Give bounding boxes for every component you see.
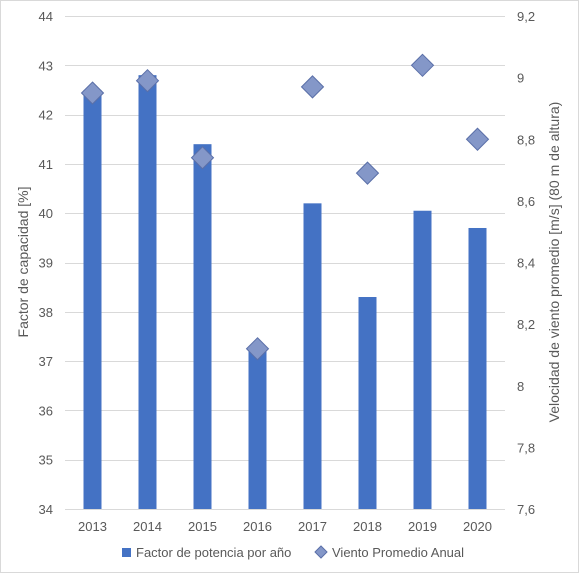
bar	[83, 89, 102, 509]
x-tick-label: 2017	[298, 519, 327, 534]
left-axis-label: Factor de capacidad [%]	[15, 187, 31, 338]
legend-swatch-markers	[314, 545, 328, 559]
wind-marker	[190, 146, 215, 170]
left-tick-label: 41	[39, 157, 53, 172]
wind-marker	[80, 81, 105, 105]
left-tick-label: 44	[39, 9, 53, 24]
left-tick-label: 36	[39, 403, 53, 418]
right-tick-label: 8,4	[517, 256, 535, 271]
x-tick-label: 2019	[408, 519, 437, 534]
bar-series	[83, 75, 487, 510]
wind-marker	[135, 68, 160, 93]
legend: Factor de potencia por año Viento Promedi…	[122, 545, 464, 560]
left-tick-label: 37	[39, 354, 53, 369]
wind-marker	[465, 127, 490, 151]
left-axis-ticks: 34 35 36 37 38 39 40 41 42 43 44	[39, 9, 53, 517]
x-tick-label: 2020	[463, 519, 492, 534]
bar	[193, 144, 212, 509]
left-tick-label: 39	[39, 256, 53, 271]
wind-marker	[410, 53, 435, 78]
gridlines	[65, 16, 505, 510]
bar	[468, 227, 487, 510]
x-axis-ticks: 2013 2014 2015 2016 2017 2018 2019 2020	[78, 519, 492, 534]
x-tick-label: 2015	[188, 519, 217, 534]
bar	[413, 210, 432, 510]
right-tick-label: 7,6	[517, 502, 535, 517]
left-tick-label: 38	[39, 305, 53, 320]
marker-series	[80, 53, 490, 361]
legend-swatch-bars	[122, 548, 131, 557]
bar	[303, 203, 322, 509]
bar	[248, 351, 267, 509]
right-axis-label: Velocidad de viento promedio [m/s] (80 m…	[546, 102, 562, 423]
x-tick-label: 2013	[78, 519, 107, 534]
x-tick-label: 2018	[353, 519, 382, 534]
wind-marker	[245, 337, 270, 361]
right-tick-label: 9	[517, 71, 524, 86]
right-tick-label: 8,8	[517, 132, 535, 147]
left-tick-label: 35	[39, 453, 53, 468]
wind-marker	[355, 161, 380, 185]
left-tick-label: 42	[39, 108, 53, 123]
bar	[358, 297, 377, 509]
right-tick-label: 8	[517, 379, 524, 394]
bar	[138, 75, 157, 509]
x-tick-label: 2016	[243, 519, 272, 534]
right-axis-ticks: 7,6 7,8 8 8,2 8,4 8,6 8,8 9 9,2	[517, 9, 535, 517]
legend-label-markers: Viento Promedio Anual	[332, 545, 464, 560]
left-tick-label: 43	[39, 58, 53, 73]
legend-label-bars: Factor de potencia por año	[136, 545, 291, 560]
wind-marker	[300, 75, 325, 99]
right-tick-label: 8,2	[517, 317, 535, 332]
right-tick-label: 8,6	[517, 194, 535, 209]
right-tick-label: 9,2	[517, 9, 535, 24]
right-tick-label: 7,8	[517, 440, 535, 455]
left-tick-label: 34	[39, 502, 53, 517]
x-tick-label: 2014	[133, 519, 162, 534]
left-tick-label: 40	[39, 206, 53, 221]
